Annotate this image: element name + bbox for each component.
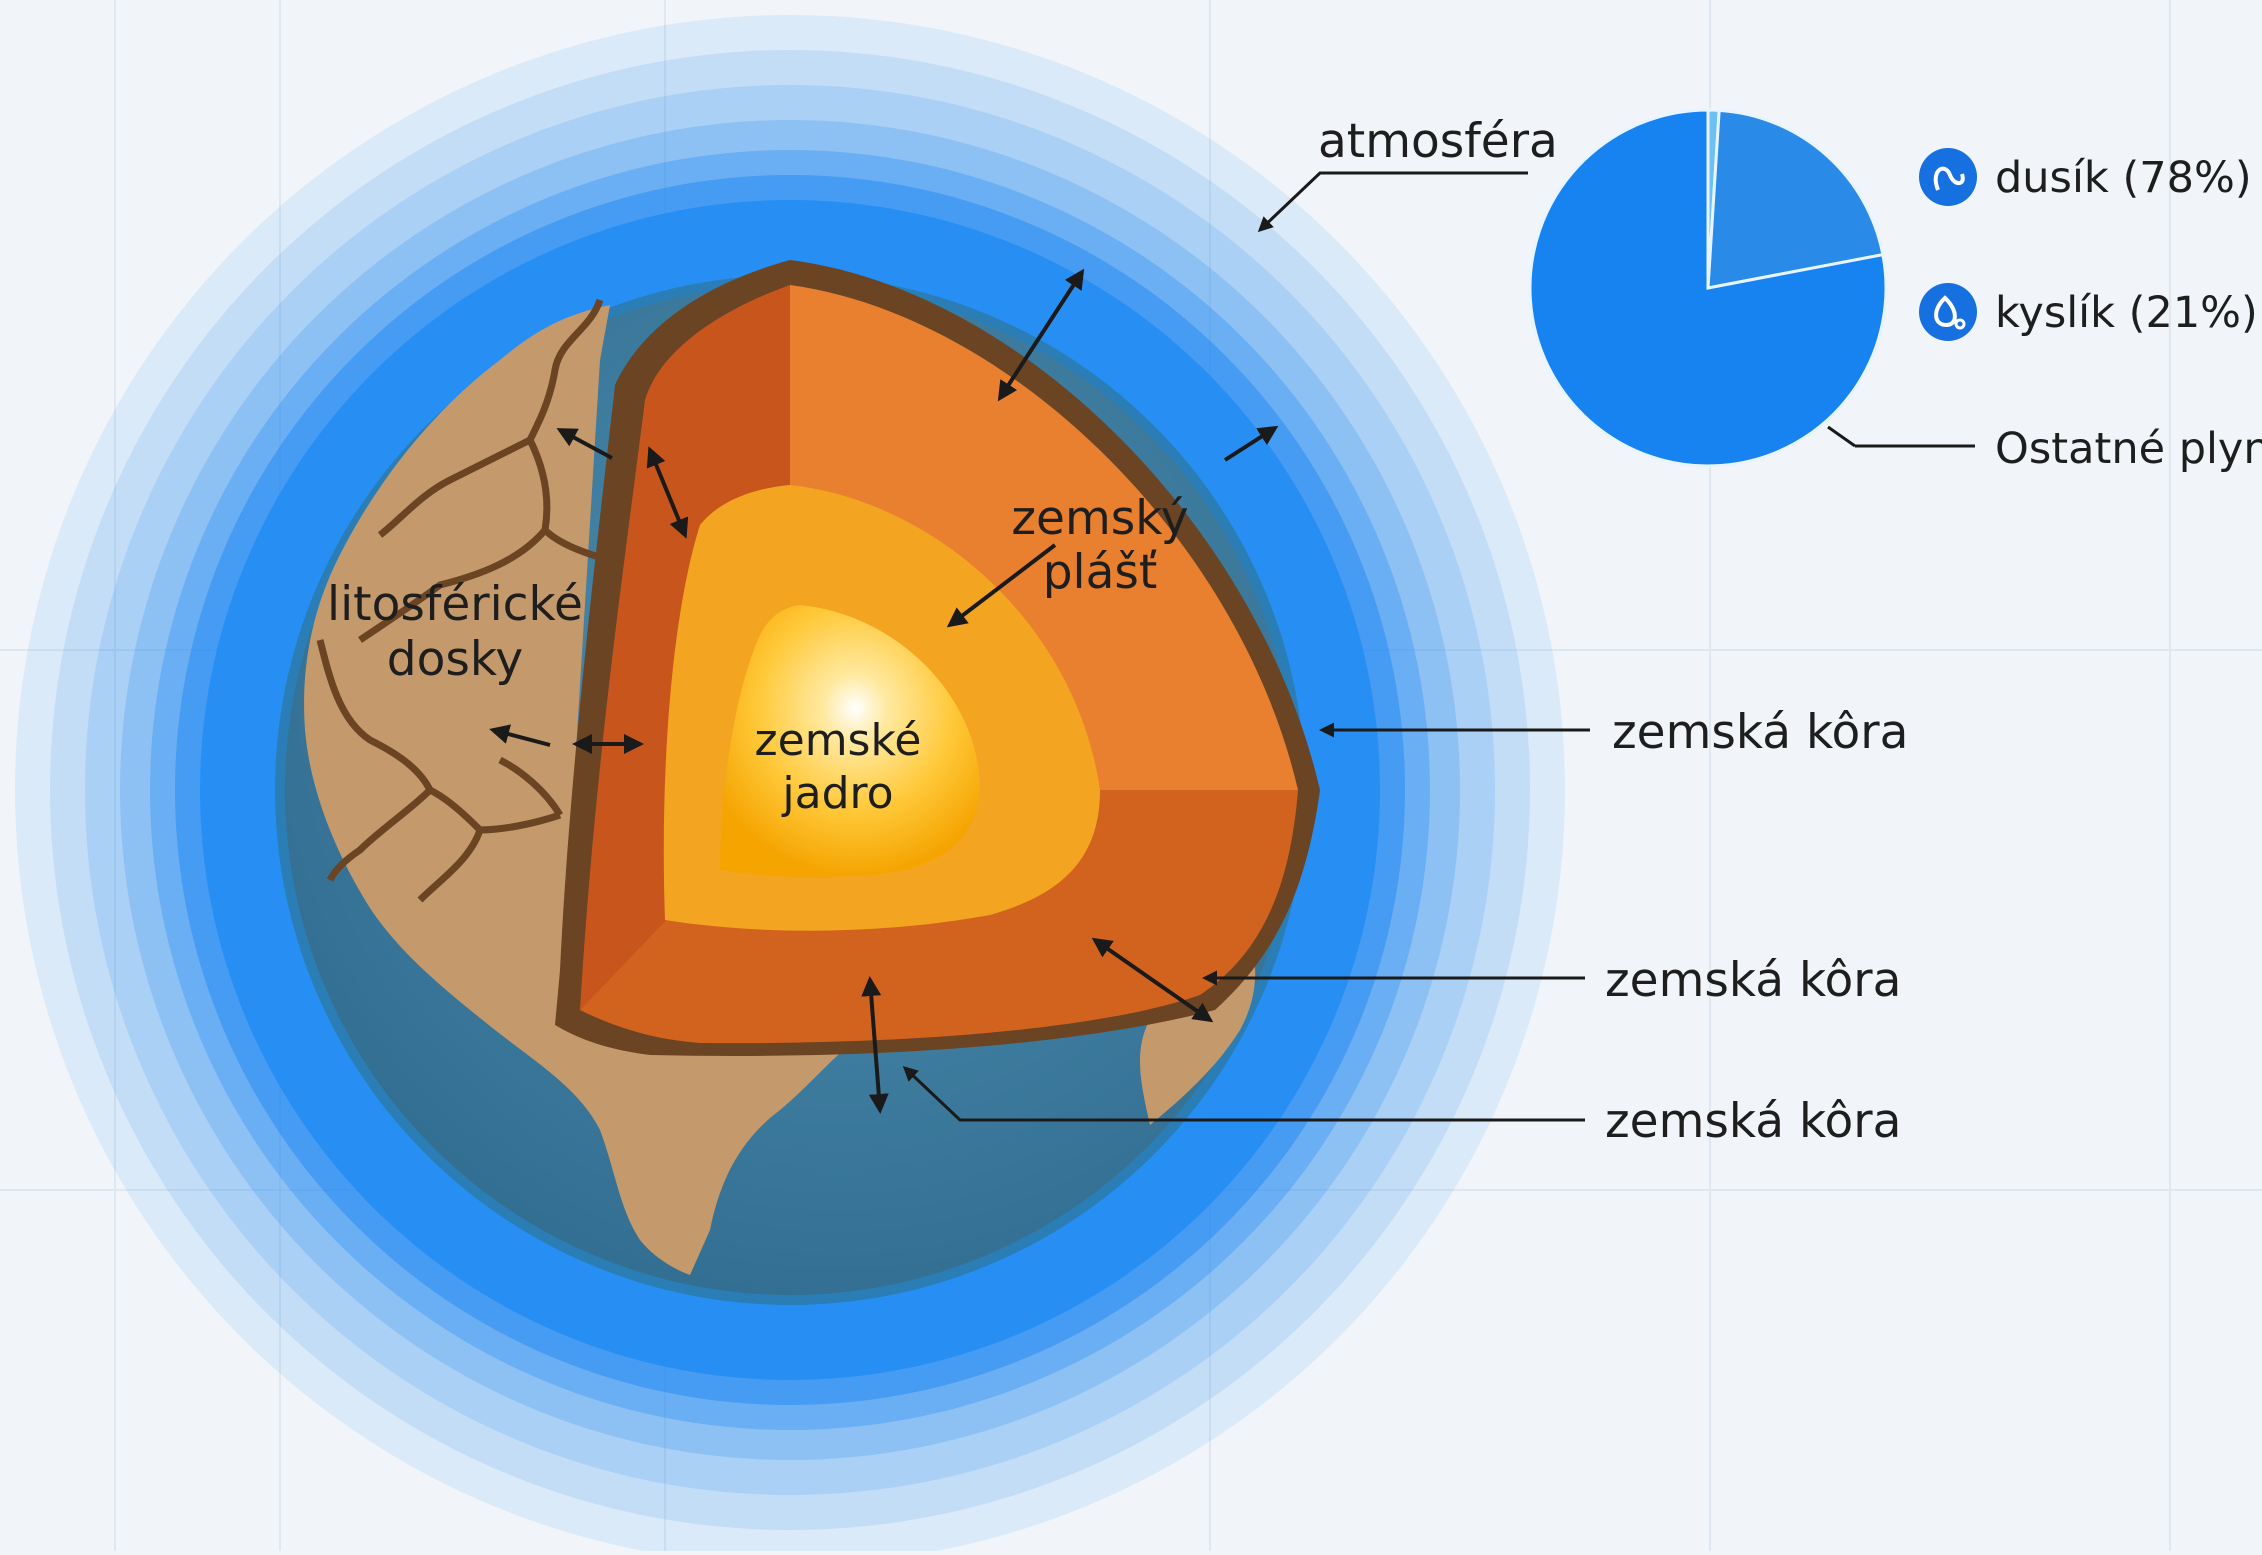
pie-slice-oxygen [1706, 108, 1885, 290]
atmosphere-label: atmosféra [1318, 114, 1558, 169]
inner-core [720, 605, 980, 877]
oxygen-molecule-icon [1919, 283, 1977, 341]
core-label-line1: zemské [755, 715, 922, 766]
legend-label-nitrogen: dusík (78%) [1995, 153, 2252, 203]
lithospheric-plates-label-line2: dosky [387, 632, 523, 687]
crust-label-3: zemská kôra [1605, 1094, 1901, 1149]
leader-lines [902, 171, 1590, 1122]
legend-label-other: Ostatné plyny [1995, 424, 2262, 474]
legend-item-oxygen: kyslík (21%) [1919, 283, 2258, 341]
legend-item-nitrogen: dusík (78%) [1919, 148, 2252, 206]
crust-label-2: zemská kôra [1605, 953, 1901, 1008]
pie-legend: dusík (78%) kyslík (21%) Ostatné plyny [1919, 148, 2262, 474]
lithospheric-plates-label-line1: litosférické [327, 577, 583, 632]
plate-cracks [316, 298, 611, 903]
nitrogen-molecule-icon [1919, 148, 1977, 206]
movement-arrows [489, 268, 1279, 1114]
mantle-label-line2: plášť [1043, 545, 1158, 600]
atmosphere-composition-pie [1528, 108, 1975, 468]
pie-slice-nitrogen [1528, 108, 1888, 468]
crust-label-1: zemská kôra [1612, 705, 1908, 760]
mantle-label-line1: zemský [1011, 491, 1188, 546]
legend-label-oxygen: kyslík (21%) [1995, 288, 2258, 338]
earth-interior [555, 260, 1320, 1056]
core-label-line2: jadro [781, 768, 893, 819]
